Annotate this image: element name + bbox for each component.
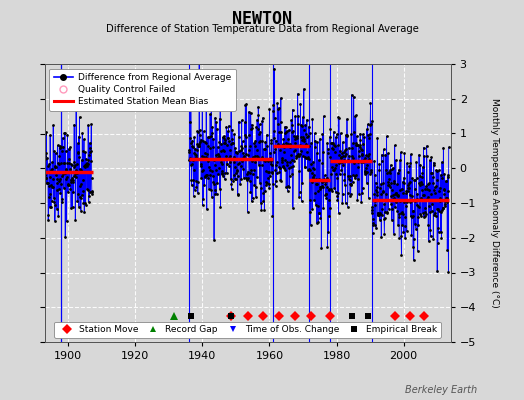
Text: Berkeley Earth: Berkeley Earth <box>405 385 477 395</box>
Text: Difference of Station Temperature Data from Regional Average: Difference of Station Temperature Data f… <box>105 24 419 34</box>
Y-axis label: Monthly Temperature Anomaly Difference (°C): Monthly Temperature Anomaly Difference (… <box>490 98 499 308</box>
Text: NEWTON: NEWTON <box>232 10 292 28</box>
Legend: Station Move, Record Gap, Time of Obs. Change, Empirical Break: Station Move, Record Gap, Time of Obs. C… <box>54 322 441 338</box>
